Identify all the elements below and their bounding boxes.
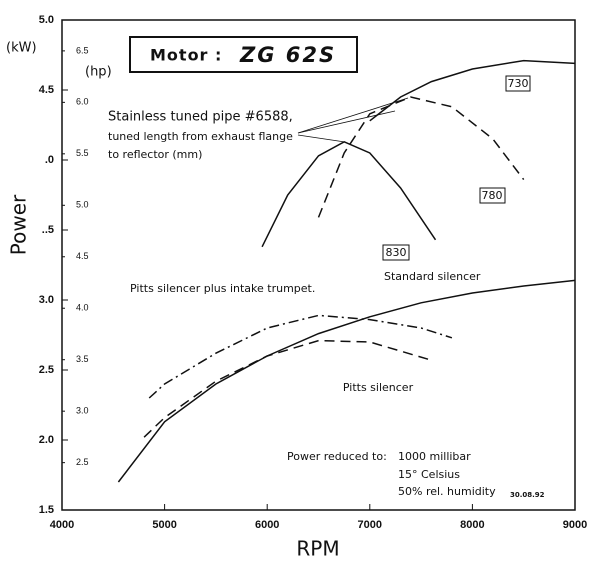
y-tick-label: 1.5 [39, 504, 54, 516]
x-tick-label: 4000 [50, 519, 74, 531]
label-box [382, 244, 410, 261]
plot-frame [61, 19, 576, 511]
y-tick-label: 3.0 [39, 294, 54, 306]
y-tick-label: 2.5 [39, 364, 54, 376]
x-tick-label: 5000 [152, 519, 176, 531]
y2-tick-label: 4.5 [76, 251, 89, 261]
x-tick-label: 9000 [563, 519, 587, 531]
x-axis-label: RPM [296, 537, 339, 561]
annotation: Stainless tuned pipe #6588, [108, 110, 293, 125]
series-label: Pitts silencer plus intake trumpet. [130, 282, 315, 295]
series-line [143, 339, 432, 438]
series-label: 830 [386, 246, 407, 259]
title-box [129, 36, 358, 73]
annotation: 30.08.92 [510, 491, 545, 499]
y-tick-label: .0 [45, 154, 54, 166]
y-axis-label: Power [7, 194, 31, 255]
y2-tick-label: 2.5 [76, 457, 89, 467]
annotation: 15° Celsius [398, 468, 460, 481]
y-tick-label: 2.0 [39, 434, 54, 446]
x-tick-label: 6000 [255, 519, 279, 531]
leader-line [297, 97, 409, 134]
y2-tick-label: 4.0 [76, 303, 89, 313]
chart-title: Motor : [150, 46, 222, 65]
y2-tick-label: 3.0 [76, 406, 89, 416]
annotation: to reflector (mm) [108, 148, 202, 161]
leader-line [297, 134, 346, 143]
chart-subtitle: ZG 62S [239, 43, 336, 67]
annotation: tuned length from exhaust flange [108, 130, 293, 143]
series-label: 730 [508, 77, 529, 90]
y2-tick-label: 6.5 [76, 45, 89, 55]
y-tick-label: 5.0 [39, 14, 54, 26]
series-line [369, 59, 576, 122]
y2-unit: (hp) [85, 65, 112, 80]
series-line [317, 96, 525, 218]
series-line [117, 279, 576, 483]
y-tick-label: 4.5 [39, 84, 54, 96]
label-box [505, 75, 531, 92]
y2-tick-label: 5.5 [76, 148, 89, 158]
label-box [479, 187, 506, 204]
series-line [261, 140, 437, 248]
series-label: Pitts silencer [343, 381, 414, 394]
series-label: Standard silencer [384, 270, 481, 283]
y-tick-label: ..5 [42, 224, 54, 236]
series-label: 780 [482, 189, 503, 202]
annotation: 1000 millibar [398, 450, 471, 463]
y2-tick-label: 3.5 [76, 354, 89, 364]
x-tick-label: 7000 [358, 519, 382, 531]
annotation: Power reduced to: [287, 450, 387, 463]
y2-tick-label: 5.0 [76, 200, 89, 210]
x-tick-label: 8000 [460, 519, 484, 531]
y-unit: (kW) [6, 41, 37, 56]
leader-line [297, 110, 396, 134]
series-line [148, 314, 453, 399]
annotation: 50% rel. humidity [398, 485, 496, 498]
y2-tick-label: 6.0 [76, 97, 89, 107]
